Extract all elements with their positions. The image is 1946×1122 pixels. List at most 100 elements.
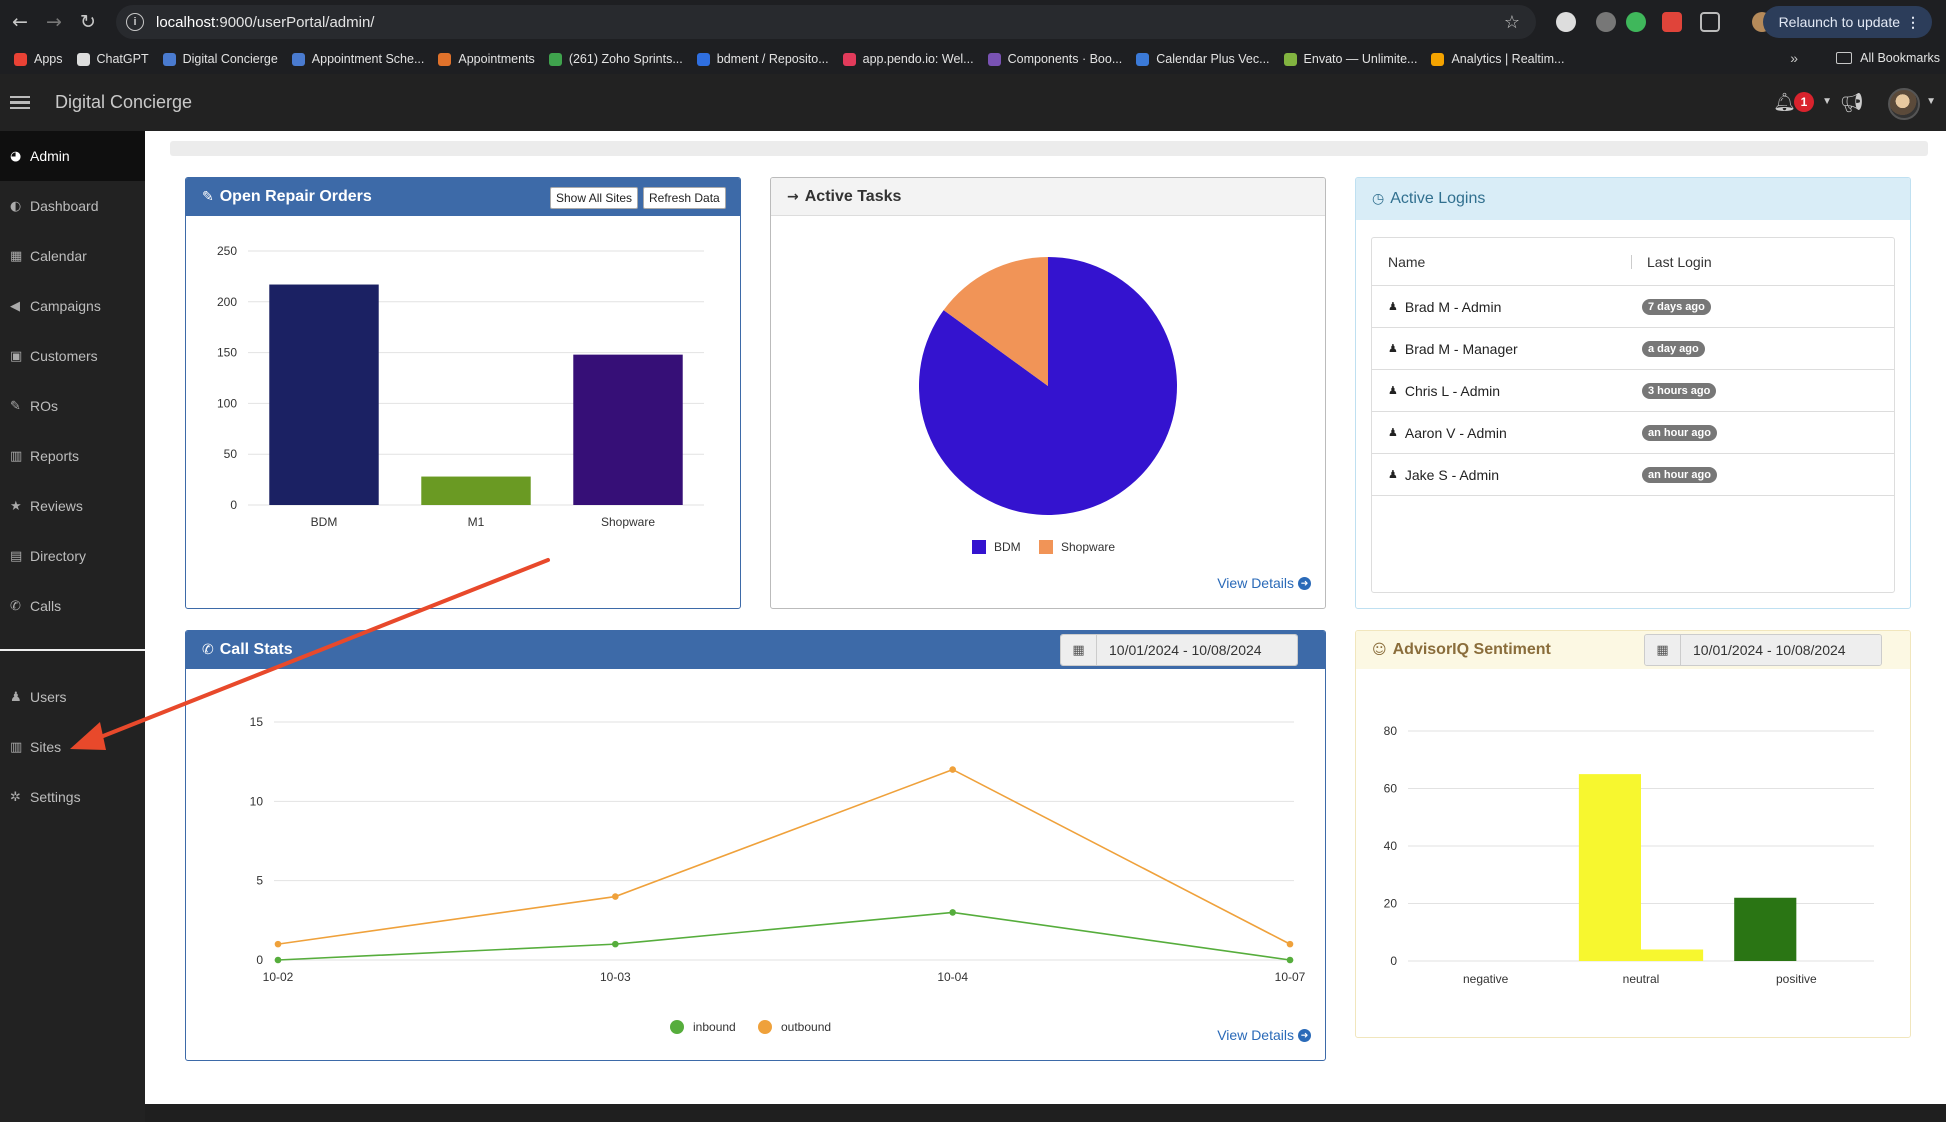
sidebar-item-customers[interactable]: ▣ Customers <box>0 331 145 381</box>
relaunch-button[interactable]: Relaunch to update ⋮ <box>1762 6 1932 38</box>
bookmark-item[interactable]: Envato — Unlimite... <box>1283 52 1417 66</box>
x-tick-label: neutral <box>1623 972 1660 986</box>
sidebar-item-dashboard[interactable]: ◐ Dashboard <box>0 181 145 231</box>
caret-down-icon[interactable]: ▼ <box>1926 96 1936 107</box>
user-icon: ♟ <box>1388 300 1398 313</box>
extension-icon[interactable] <box>1626 12 1646 32</box>
bookmark-item[interactable]: (261) Zoho Sprints... <box>548 52 683 66</box>
bookmark-item[interactable]: bdment / Reposito... <box>696 52 829 66</box>
column-header-name[interactable]: Name <box>1372 254 1632 269</box>
bar-neutral <box>1578 774 1641 961</box>
bookmark-label: Digital Concierge <box>182 52 278 66</box>
menu-dots-icon[interactable]: ⋮ <box>1906 13 1920 30</box>
active-logins-panel: ◷ Active Logins Name Last Login ♟ Brad M … <box>1355 177 1911 609</box>
wrench-icon: ✎ <box>10 398 21 414</box>
bookmark-item[interactable]: Digital Concierge <box>162 52 278 66</box>
back-icon[interactable]: ← <box>12 11 28 33</box>
wrench-icon: ✎ <box>202 189 214 205</box>
legend-label: BDM <box>994 540 1021 554</box>
sidebar-item-admin[interactable]: ◕ Admin <box>0 131 145 181</box>
refresh-data-button[interactable]: Refresh Data <box>643 187 726 209</box>
user-icon: ♟ <box>1388 384 1398 397</box>
forward-icon[interactable]: → <box>46 11 62 33</box>
bell-icon[interactable]: 🔔︎ <box>1773 92 1796 113</box>
extension-icon[interactable] <box>1596 12 1616 32</box>
bookmark-item[interactable]: ChatGPT <box>76 52 149 66</box>
user-avatar[interactable] <box>1888 88 1920 120</box>
sidebar-item-settings[interactable]: ✲ Settings <box>0 772 145 822</box>
app-title[interactable]: Digital Concierge <box>55 92 193 112</box>
show-all-sites-button[interactable]: Show All Sites <box>550 187 639 209</box>
view-details-link[interactable]: View Details ➜ <box>1217 1027 1311 1043</box>
bookmark-item[interactable]: Components · Boo... <box>987 52 1122 66</box>
address-bar[interactable]: i localhost:9000/userPortal/admin/ ☆ <box>116 5 1536 39</box>
y-tick-label: 60 <box>1384 782 1398 796</box>
site-info-icon[interactable]: i <box>126 13 144 31</box>
bookmark-item[interactable]: Appointments <box>438 52 535 66</box>
sidebar-item-reports[interactable]: ▥ Reports <box>0 431 145 481</box>
data-point-inbound <box>1286 956 1294 964</box>
page-bottom-bar <box>145 1104 1946 1122</box>
extension-icon[interactable] <box>1662 12 1682 32</box>
sidebar-item-label: Calendar <box>30 248 87 264</box>
date-range-picker[interactable]: ▦ 10/01/2024 - 10/08/2024 <box>1060 634 1298 666</box>
table-row[interactable]: ♟ Aaron V - Admin an hour ago <box>1372 412 1894 454</box>
date-range-picker[interactable]: ▦ 10/01/2024 - 10/08/2024 <box>1644 634 1882 666</box>
bookmark-label: bdment / Reposito... <box>716 52 829 66</box>
all-bookmarks-button[interactable]: All Bookmarks <box>1836 51 1940 65</box>
sidebar-item-calendar[interactable]: ▦ Calendar <box>0 231 145 281</box>
contact-card-icon: ▣ <box>10 348 23 364</box>
view-details-link[interactable]: View Details ➜ <box>1217 575 1311 591</box>
login-name: Brad M - Manager <box>1404 340 1518 357</box>
pie-slice-shopware <box>943 257 1048 386</box>
legend-label: Shopware <box>1061 540 1115 554</box>
last-login-badge: an hour ago <box>1642 424 1717 441</box>
y-tick-label: 250 <box>217 244 237 258</box>
sidebar-item-calls[interactable]: ✆ Calls <box>0 581 145 631</box>
date-range-input[interactable]: 10/01/2024 - 10/08/2024 <box>1681 635 1881 665</box>
sidebar-item-reviews[interactable]: ★ Reviews <box>0 481 145 531</box>
sidebar-item-sites[interactable]: ▥ Sites <box>0 722 145 772</box>
y-tick-label: 150 <box>217 346 237 360</box>
bookmark-item[interactable]: Appointment Sche... <box>291 52 424 66</box>
bookmark-item[interactable]: app.pendo.io: Wel... <box>842 52 974 66</box>
notification-badge[interactable]: 1 <box>1794 92 1814 112</box>
bookmark-item[interactable]: Calendar Plus Vec... <box>1136 52 1270 66</box>
column-header-last-login[interactable]: Last Login <box>1647 253 1712 270</box>
arrow-circle-right-icon: ➜ <box>1298 1028 1311 1042</box>
table-row[interactable]: ♟ Jake S - Admin an hour ago <box>1372 454 1894 496</box>
table-row[interactable]: ♟ Brad M - Admin 7 days ago <box>1372 286 1894 328</box>
extension-icon[interactable] <box>1556 12 1576 32</box>
panel-title: Active Logins <box>1390 190 1486 207</box>
reload-icon[interactable]: ↻ <box>80 11 96 33</box>
bullhorn-icon[interactable]: 📢︎ <box>1839 92 1864 114</box>
repair-orders-panel: ✎ Open Repair Orders Show All Sites Refr… <box>185 177 741 609</box>
arrow-circle-right-icon: ➜ <box>1298 576 1311 590</box>
bookmark-favicon-icon <box>1136 52 1150 66</box>
bookmarks-overflow-icon[interactable]: » <box>1790 50 1798 66</box>
x-tick-label: BDM <box>311 515 338 529</box>
caret-down-icon[interactable]: ▼ <box>1822 96 1832 107</box>
bookmark-label: app.pendo.io: Wel... <box>862 52 974 66</box>
date-range-input[interactable]: 10/01/2024 - 10/08/2024 <box>1097 635 1297 665</box>
sidebar-item-ros[interactable]: ✎ ROs <box>0 381 145 431</box>
last-login-badge: an hour ago <box>1642 466 1717 483</box>
bookmark-star-icon[interactable]: ☆ <box>1503 11 1520 33</box>
calendar-icon[interactable]: ▦ <box>1061 635 1097 665</box>
url-text[interactable]: localhost:9000/userPortal/admin/ <box>156 13 375 31</box>
calendar-icon[interactable]: ▦ <box>1645 635 1681 665</box>
panel-title: Open Repair Orders <box>219 188 372 205</box>
sidebar-item-users[interactable]: ♟ Users <box>0 672 145 722</box>
bookmark-item[interactable]: Apps <box>14 52 63 66</box>
x-tick-label: Shopware <box>601 515 655 529</box>
x-tick-label: 10-02 <box>263 970 294 984</box>
legend-swatch <box>972 540 986 554</box>
table-row[interactable]: ♟ Chris L - Admin 3 hours ago <box>1372 370 1894 412</box>
sidebar-item-directory[interactable]: ▤ Directory <box>0 531 145 581</box>
puzzle-icon[interactable] <box>1700 12 1720 32</box>
table-row[interactable]: ♟ Brad M - Manager a day ago <box>1372 328 1894 370</box>
bookmark-item[interactable]: Analytics | Realtim... <box>1431 52 1564 66</box>
login-name-cell: ♟ Aaron V - Admin <box>1372 425 1632 441</box>
sidebar-item-campaigns[interactable]: ◀ Campaigns <box>0 281 145 331</box>
hamburger-menu-icon[interactable] <box>10 95 30 110</box>
